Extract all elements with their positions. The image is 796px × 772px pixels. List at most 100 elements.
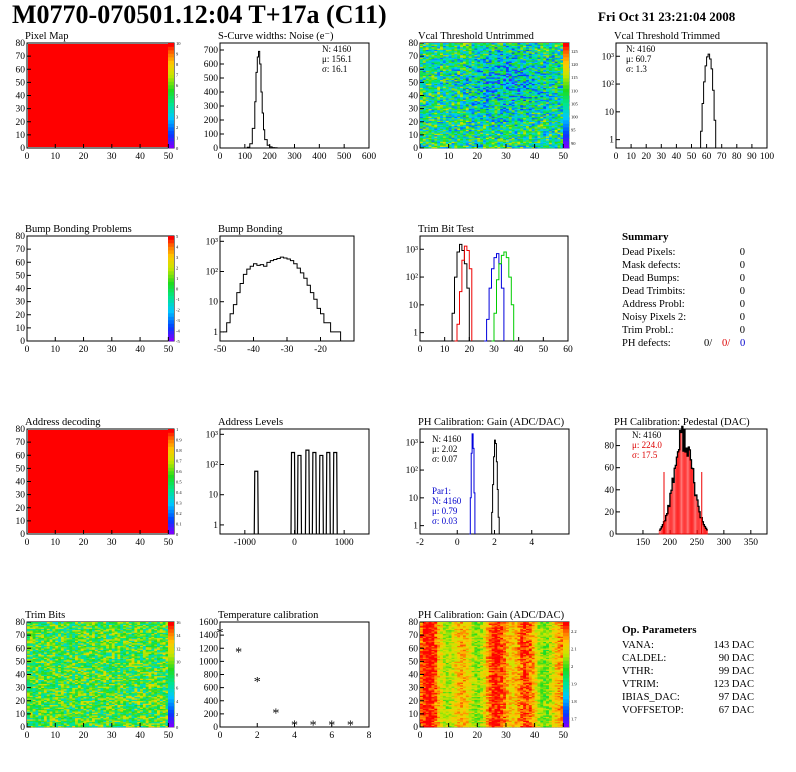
heatmap-cell: [540, 100, 544, 103]
heatmap-cell: [474, 136, 478, 138]
heatmap-cell: [462, 123, 467, 125]
heatmap-cell: [462, 127, 467, 129]
heatmap-cell: [431, 48, 435, 50]
heatmap-cell: [500, 111, 504, 113]
heatmap-cell: [528, 127, 533, 129]
heatmap-cell: [431, 57, 435, 60]
heatmap-cell: [526, 49, 530, 52]
heatmap-cell: [523, 99, 527, 102]
heatmap-cell: [480, 71, 484, 74]
heatmap-cell: [425, 130, 429, 133]
heatmap-cell: [457, 134, 461, 137]
heatmap-cell: [428, 74, 432, 77]
heatmap-cell: [557, 98, 561, 100]
heatmap-cell: [448, 45, 452, 48]
heatmap-cell: [528, 95, 533, 98]
heatmap-cell: [457, 43, 461, 45]
heatmap-cell: [537, 58, 541, 61]
heatmap-cell: [551, 95, 555, 98]
heatmap-cell: [462, 112, 467, 115]
heatmap-cell: [526, 74, 530, 77]
heatmap-cell: [483, 104, 487, 107]
heatmap-cell: [434, 103, 438, 105]
heatmap-cell: [517, 67, 521, 70]
heatmap-cell: [551, 65, 555, 67]
heatmap-cell: [422, 85, 427, 87]
heatmap-cell: [442, 119, 447, 121]
heatmap-cell: [428, 62, 432, 65]
heatmap-cell: [440, 119, 444, 121]
heatmap-cell: [511, 104, 515, 107]
heatmap-cell: [534, 136, 538, 138]
heatmap-cell: [537, 124, 541, 126]
heatmap-cell: [500, 46, 504, 49]
heatmap-cell: [485, 52, 490, 54]
heatmap-cell: [494, 125, 498, 128]
heatmap-cell: [480, 100, 484, 103]
heatmap-cell: [434, 104, 438, 107]
heatmap-cell: [445, 92, 449, 95]
heatmap-cell: [523, 60, 527, 62]
color-scale-step: [563, 99, 569, 103]
heatmap-cell: [554, 92, 558, 95]
heatmap-cell: [471, 140, 475, 142]
heatmap-cell: [503, 57, 507, 60]
heatmap-cell: [431, 99, 435, 102]
heatmap-cell: [480, 60, 484, 62]
heatmap-cell: [468, 112, 472, 115]
heatmap-cell: [540, 50, 544, 53]
heatmap-cell: [517, 87, 521, 90]
heatmap-cell: [474, 146, 478, 149]
heatmap-cell: [531, 49, 535, 52]
heatmap-cell: [483, 113, 487, 116]
heatmap-cell: [488, 46, 492, 49]
heatmap-cell: [431, 69, 435, 71]
heatmap-cell: [514, 85, 518, 87]
heatmap-cell: [534, 45, 538, 48]
heatmap-cell: [468, 94, 472, 96]
heatmap-cell: [537, 88, 541, 91]
heatmap-cell: [442, 56, 447, 58]
heatmap-cell: [442, 137, 447, 140]
heatmap-cell: [534, 146, 538, 149]
heatmap-cell: [488, 103, 492, 105]
heatmap-cell: [543, 50, 547, 53]
heatmap-cell: [505, 104, 510, 107]
heatmap-cell: [485, 85, 490, 87]
heatmap-cell: [428, 58, 432, 61]
heatmap-cell: [494, 53, 498, 56]
heatmap-cell: [494, 104, 498, 107]
heatmap-cell: [440, 125, 444, 128]
heatmap-cell: [431, 95, 435, 98]
heatmap-cell: [428, 69, 432, 71]
heatmap-cell: [537, 146, 541, 149]
heatmap-cell: [485, 45, 490, 48]
heatmap-cell: [448, 132, 452, 134]
heatmap-cell: [437, 125, 441, 128]
heatmap-cell: [526, 62, 530, 65]
heatmap-cell: [560, 103, 564, 105]
heatmap-cell: [503, 86, 507, 88]
heatmap-cell: [548, 71, 553, 74]
heatmap-cell: [551, 58, 555, 61]
heatmap-cell: [428, 107, 432, 109]
heatmap-cell: [560, 140, 564, 142]
heatmap-cell: [511, 141, 515, 144]
heatmap-cell: [548, 74, 553, 77]
heatmap-cell: [483, 108, 487, 111]
heatmap-cell: [548, 121, 553, 124]
heatmap-cell: [557, 136, 561, 138]
heatmap-cell: [477, 117, 481, 120]
heatmap-cell: [451, 45, 455, 48]
heatmap-cell: [511, 138, 515, 141]
heatmap-cell: [531, 58, 535, 61]
heatmap-cell: [420, 98, 424, 100]
heatmap-cell: [508, 82, 512, 84]
heatmap-cell: [517, 44, 521, 46]
heatmap-cell: [503, 74, 507, 77]
heatmap-cell: [488, 100, 492, 103]
heatmap-cell: [437, 144, 441, 146]
heatmap-cell: [445, 82, 449, 84]
heatmap-cell: [540, 138, 544, 141]
heatmap-cell: [471, 136, 475, 138]
